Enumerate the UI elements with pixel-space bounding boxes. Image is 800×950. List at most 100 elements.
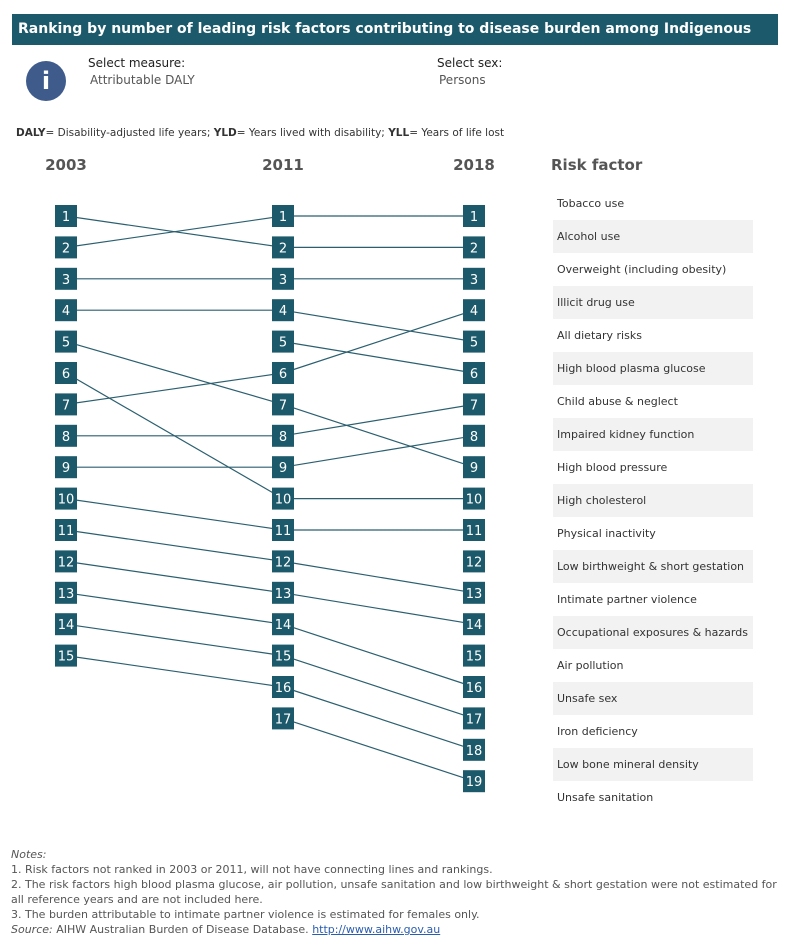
rank-box: [463, 236, 485, 259]
rank-box: [272, 205, 294, 227]
rank-box: [55, 362, 77, 384]
risk-factor: High blood plasma glucose: [553, 352, 753, 385]
rank-box: [463, 267, 485, 290]
risk-factor: Low birthweight & short gestation: [553, 550, 753, 583]
rank-label: 11: [275, 524, 292, 539]
rank-label: 3: [279, 273, 287, 288]
rank-line: [282, 592, 475, 625]
info-icon[interactable]: [26, 61, 66, 101]
definition-term: DALY: [16, 127, 46, 139]
rank-label: 1: [470, 210, 478, 225]
note: 1. Risk factors not ranked in 2003 or 20…: [11, 863, 493, 876]
rank-box: [272, 456, 294, 479]
rank-box: [463, 676, 485, 698]
rank-label: 8: [470, 430, 478, 445]
rank-box: [272, 236, 294, 259]
rank-box: [55, 393, 77, 416]
rank-line: [65, 341, 284, 405]
rank-box: [463, 205, 485, 227]
risk-factor: Low bone mineral density: [553, 748, 753, 781]
risk-factor: Air pollution: [557, 659, 624, 672]
risk-factor: Iron deficiency: [557, 725, 638, 738]
rank-label: 16: [466, 681, 483, 696]
rank-line: [282, 403, 475, 468]
rank-label: 9: [279, 461, 287, 476]
rank-box: [272, 267, 294, 290]
rank-label: 9: [470, 461, 478, 476]
rank-box: [272, 676, 294, 698]
rank-box: [463, 424, 485, 447]
info-glyph: i: [42, 67, 50, 95]
risk-factor: Tobacco use: [557, 197, 625, 210]
rank-label: 15: [58, 650, 75, 665]
rank-line: [282, 309, 475, 374]
rank-label: 13: [275, 587, 292, 602]
control-value[interactable]: Persons: [439, 73, 486, 87]
rank-label: 4: [470, 304, 478, 319]
rank-box: [272, 613, 294, 636]
rank-box: [55, 205, 77, 227]
rank-label: 6: [62, 367, 70, 382]
rank-label: 7: [470, 398, 478, 413]
rank-line: [65, 498, 284, 531]
column-header: Risk factor: [551, 156, 643, 174]
rank-label: 15: [275, 650, 292, 665]
risk-factor: High cholesterol: [553, 484, 753, 517]
source-link[interactable]: http://www.aihw.gov.au: [312, 923, 441, 936]
rank-box: [463, 487, 485, 510]
rank-label: 3: [470, 273, 478, 288]
control-label: Select sex:: [437, 56, 503, 70]
rank-box: [463, 519, 485, 541]
rank-label: 7: [62, 398, 70, 413]
risk-factor: All dietary risks: [557, 329, 642, 342]
rank-box: [55, 519, 77, 541]
rank-box: [55, 613, 77, 636]
note: 3. The burden attributable to intimate p…: [11, 908, 480, 921]
rank-box: [272, 519, 294, 541]
rank-line: [282, 655, 475, 719]
rank-label: 6: [279, 367, 287, 382]
rank-label: 5: [279, 336, 287, 351]
rank-label: 10: [58, 493, 75, 508]
rank-label: 12: [58, 555, 75, 570]
rank-line: [282, 435, 475, 468]
rank-box: [463, 393, 485, 416]
rank-box: [272, 424, 294, 447]
risk-factor: Physical inactivity: [557, 527, 656, 540]
risk-factor: Occupational exposures & hazards: [553, 616, 753, 649]
rank-box: [463, 581, 485, 604]
rank-box: [55, 487, 77, 510]
rank-label: 11: [58, 524, 75, 539]
rank-box: [463, 456, 485, 479]
rank-label: 14: [58, 618, 75, 633]
definition-term: YLD: [213, 127, 237, 139]
rank-line: [282, 717, 475, 782]
rank-line: [65, 372, 284, 500]
rank-label: 18: [466, 744, 483, 759]
rank-box: [55, 267, 77, 290]
risk-factor: Unsafe sanitation: [557, 791, 654, 804]
rank-box: [463, 644, 485, 667]
definition-term: YLL: [388, 127, 410, 139]
rank-box: [272, 581, 294, 604]
rank-label: 2: [62, 241, 70, 256]
rank-label: 6: [470, 367, 478, 382]
rank-line: [282, 686, 475, 751]
note: 2. The risk factors high blood plasma gl…: [11, 878, 777, 906]
rank-line: [65, 623, 284, 657]
control-value[interactable]: Attributable DALY: [90, 73, 195, 87]
rank-line: [65, 560, 284, 594]
notes-heading: Notes:: [11, 848, 47, 861]
rank-label: 9: [62, 461, 70, 476]
rank-label: 2: [470, 241, 478, 256]
rank-line: [282, 403, 475, 437]
rank-line: [65, 529, 284, 562]
definitions: DALY= Disability-adjusted life years; YL…: [16, 127, 504, 139]
source: Source: AIHW Australian Burden of Diseas…: [11, 922, 781, 937]
rank-box: [55, 299, 77, 322]
rank-label: 10: [466, 493, 483, 508]
rank-box: [463, 770, 485, 793]
rank-label: 1: [62, 210, 70, 225]
